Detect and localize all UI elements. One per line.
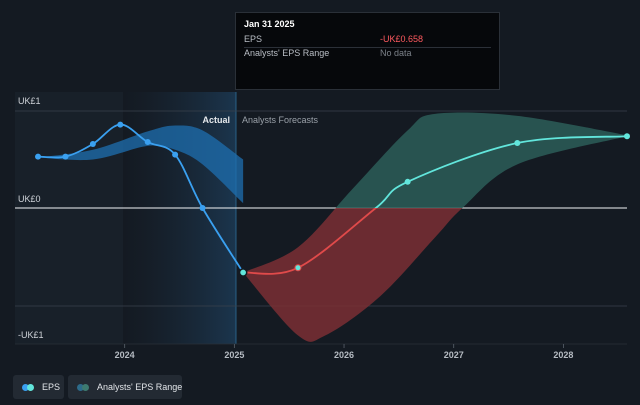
x-tick-label: 2025 (224, 350, 244, 360)
actual-label: Actual (202, 115, 230, 125)
eps-actual-point (172, 151, 179, 158)
tooltip-range-value: No data (380, 48, 412, 58)
eps-range-legend-icon (77, 383, 93, 391)
eps-forecast-point (624, 133, 630, 140)
eps-actual-point (144, 139, 151, 146)
tooltip: Jan 31 2025 EPS -UK£0.658 Analysts' EPS … (235, 12, 500, 90)
y-label-zero: UK£0 (18, 194, 41, 204)
y-label-bottom: -UK£1 (18, 330, 44, 340)
tooltip-row-range: Analysts' EPS Range No data (244, 47, 491, 61)
eps-forecast-point (514, 140, 521, 147)
y-label-top: UK£1 (18, 96, 41, 106)
eps-legend-icon (22, 383, 38, 391)
x-tick-label: 2026 (334, 350, 354, 360)
tooltip-eps-value: -UK£0.658 (380, 34, 424, 44)
eps-actual-point (62, 153, 69, 160)
x-tick-label: 2027 (444, 350, 464, 360)
legend-eps-range-label: Analysts' EPS Range (97, 382, 183, 392)
analysts-eps-range-band-negative (243, 208, 463, 342)
eps-forecast-point (404, 178, 411, 185)
eps-actual-point (117, 121, 124, 128)
tooltip-date: Jan 31 2025 (244, 19, 295, 29)
forecast-label: Analysts Forecasts (242, 115, 319, 125)
eps-forecast-point (294, 264, 302, 272)
tooltip-range-label: Analysts' EPS Range (244, 48, 330, 58)
x-tick-label: 2024 (115, 350, 135, 360)
eps-actual-point (35, 153, 42, 160)
eps-current-point (238, 268, 248, 277)
eps-forecast-line-positive (374, 135, 628, 208)
legend-eps-range[interactable]: Analysts' EPS Range (68, 375, 182, 399)
tooltip-row-eps: EPS -UK£0.658 (244, 33, 491, 48)
tooltip-eps-label: EPS (244, 34, 263, 44)
eps-actual-point (199, 205, 206, 211)
legend-eps[interactable]: EPS (13, 375, 64, 399)
legend-eps-label: EPS (42, 382, 61, 392)
eps-actual-point (89, 140, 96, 147)
actual-eps-range-band (38, 125, 244, 204)
x-tick-label: 2028 (553, 350, 573, 360)
